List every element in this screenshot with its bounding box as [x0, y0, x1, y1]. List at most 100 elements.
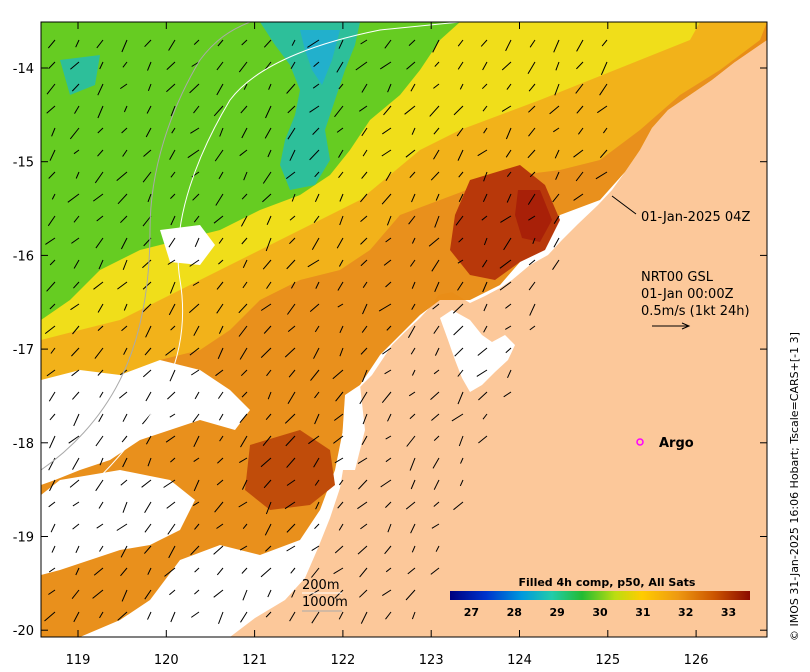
current-vector — [194, 589, 200, 595]
current-vector — [242, 259, 248, 269]
current-vector — [528, 259, 536, 266]
current-vector — [166, 61, 176, 70]
current-vector — [123, 303, 128, 311]
current-vector — [265, 611, 272, 618]
current-vector — [411, 193, 416, 203]
current-vector — [168, 545, 176, 559]
x-tick-label: 122 — [330, 653, 355, 668]
current-vector — [121, 325, 128, 332]
current-vector — [169, 589, 176, 596]
current-vector — [311, 545, 320, 552]
current-vector — [411, 369, 416, 376]
current-vector — [577, 127, 584, 135]
current-vector — [408, 215, 416, 225]
current-vector — [265, 237, 272, 252]
current-vector — [383, 259, 392, 266]
current-vector — [506, 193, 512, 203]
current-vector — [98, 413, 104, 422]
current-vector — [122, 501, 128, 513]
current-vector — [453, 325, 464, 336]
current-vector — [73, 215, 80, 223]
colorbar-tick-label: 30 — [592, 606, 608, 619]
current-vector — [456, 127, 464, 137]
current-vector — [433, 83, 440, 89]
current-vector — [97, 83, 104, 96]
current-vector — [144, 589, 152, 600]
current-vector — [240, 215, 248, 227]
current-vector — [338, 171, 344, 179]
current-vector — [434, 347, 440, 356]
current-vector — [433, 127, 440, 135]
current-vector — [386, 325, 392, 331]
current-vector — [242, 523, 248, 530]
current-vector — [263, 39, 272, 48]
current-vector — [339, 325, 344, 334]
colorbar-ticks: 27 28 29 30 31 32 33 — [464, 606, 736, 619]
current-vector — [406, 61, 416, 70]
current-vector — [71, 83, 80, 92]
current-vector — [166, 501, 176, 509]
current-vector — [378, 303, 392, 312]
x-tick-label: 121 — [242, 653, 267, 668]
current-vector — [164, 567, 176, 577]
current-vector — [600, 61, 608, 76]
current-vector — [170, 105, 176, 117]
current-vector — [360, 237, 368, 245]
current-vector — [147, 83, 152, 91]
current-vector — [144, 523, 152, 533]
current-vector — [336, 127, 344, 133]
current-vector — [193, 39, 200, 45]
current-vector — [499, 259, 512, 269]
current-vector — [262, 435, 272, 447]
current-vector — [168, 39, 176, 51]
current-vector — [74, 105, 80, 114]
current-vector — [433, 325, 440, 334]
current-vector — [573, 149, 584, 158]
current-vector — [217, 347, 224, 360]
timestamp-pointer — [611, 195, 637, 215]
current-vector — [503, 391, 512, 398]
current-vector — [336, 61, 344, 73]
current-vector — [311, 567, 320, 578]
x-tick-label: 123 — [419, 653, 444, 668]
current-vector — [95, 237, 104, 249]
current-vector — [70, 303, 80, 311]
current-vector — [192, 501, 200, 507]
current-vector — [93, 193, 104, 202]
current-vector — [338, 83, 344, 90]
current-vector — [381, 193, 392, 205]
current-vector — [411, 611, 416, 620]
current-vectors — [44, 39, 608, 624]
current-vector — [168, 303, 176, 316]
current-vector — [193, 215, 200, 223]
cloud-gap-3 — [160, 225, 215, 265]
current-vector — [313, 61, 320, 67]
current-vector — [433, 149, 440, 160]
current-vector — [213, 215, 224, 224]
current-vector — [435, 193, 440, 201]
current-vector — [291, 589, 296, 598]
current-vector — [482, 105, 488, 112]
current-vector — [362, 149, 368, 157]
current-vector — [527, 61, 536, 74]
current-vector — [142, 259, 152, 269]
current-vector — [315, 281, 320, 289]
current-vector — [359, 589, 368, 598]
current-vector — [411, 127, 416, 135]
current-vector — [310, 369, 320, 381]
current-vector — [433, 479, 440, 490]
current-vector — [480, 39, 488, 47]
current-vector — [73, 413, 80, 427]
current-vector — [167, 391, 176, 400]
current-vector — [553, 237, 560, 248]
x-tick-label: 119 — [66, 653, 91, 668]
current-vector — [338, 523, 344, 531]
current-vector — [361, 325, 368, 333]
current-vector — [308, 435, 320, 445]
current-vector — [481, 215, 488, 221]
current-vector — [120, 545, 128, 558]
current-vector — [49, 413, 56, 421]
current-vector — [192, 413, 200, 423]
current-vector — [239, 347, 248, 360]
current-vector — [49, 259, 56, 266]
